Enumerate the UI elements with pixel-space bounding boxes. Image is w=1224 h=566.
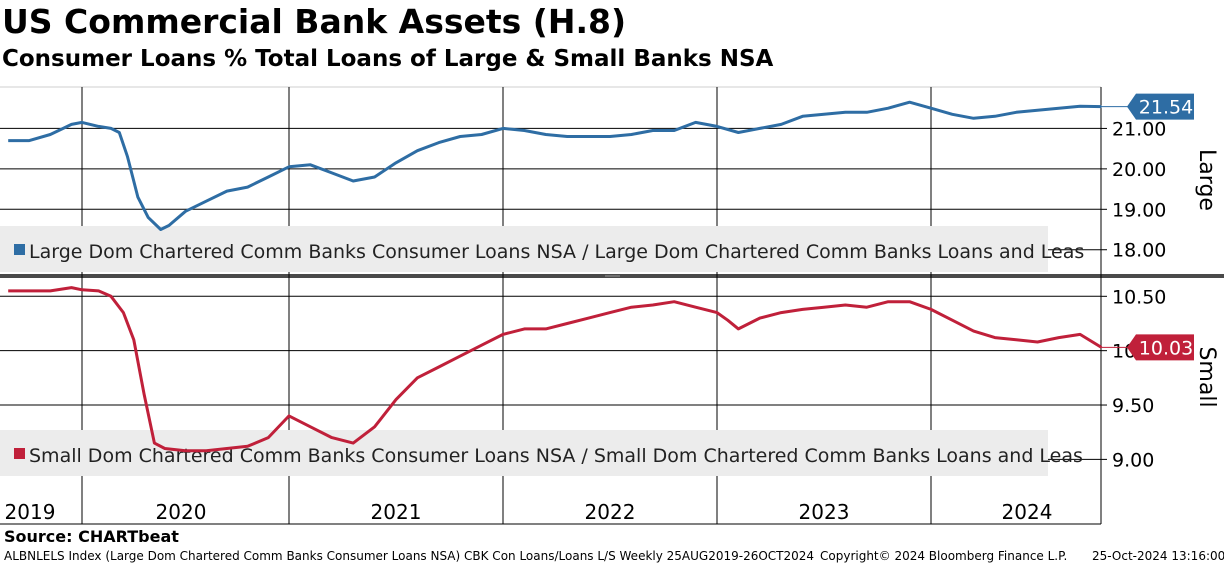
large-panel-label: Large — [1194, 149, 1219, 211]
copyright: Copyright© 2024 Bloomberg Finance L.P. — [820, 549, 1068, 563]
legend-layer: Large Dom Chartered Comm Banks Consumer … — [0, 226, 1084, 476]
legend-box — [0, 226, 1048, 272]
last-value-badge — [1127, 334, 1194, 361]
last-value-label: 21.54 — [1139, 97, 1193, 119]
page-subtitle: Consumer Loans % Total Loans of Large & … — [2, 46, 774, 72]
last-value-badge — [1127, 93, 1194, 120]
timestamp: 25-Oct-2024 13:16:00 — [1092, 549, 1224, 563]
large-series-line — [8, 100, 1102, 231]
year-tick-label: 2020 — [156, 500, 207, 524]
legend-swatch — [14, 244, 25, 255]
axis-layer: 2019 2020 2021 2022 2023 2024 18.00 19.00 20.00 2… — [5, 93, 1194, 524]
year-tick-label: 2022 — [585, 500, 636, 524]
y-tick-label: 19.00 — [1112, 199, 1166, 221]
y-tick-label: 18.00 — [1112, 240, 1166, 262]
small-series-line — [8, 286, 1103, 453]
y-tick-label: 9.00 — [1112, 449, 1154, 471]
last-value-label: 10.03 — [1139, 337, 1193, 359]
ticker-info: ALBNLELS Index (Large Dom Chartered Comm… — [4, 549, 815, 563]
y-tick-label: 10.50 — [1112, 286, 1166, 308]
source-label: Source: CHARTbeat — [4, 527, 179, 546]
legend-label: Small Dom Chartered Comm Banks Consumer … — [29, 445, 1083, 467]
page-title: US Commercial Bank Assets (H.8) — [2, 2, 627, 41]
series-layer — [8, 100, 1103, 453]
small-panel-label: Small — [1194, 346, 1219, 407]
legend-swatch — [14, 448, 25, 459]
y-tick-label: 20.00 — [1112, 159, 1166, 181]
y-tick-label: 9.50 — [1112, 395, 1154, 417]
legend-label: Large Dom Chartered Comm Banks Consumer … — [29, 241, 1084, 263]
year-tick-label: 2019 — [5, 500, 56, 524]
year-tick-label: 2024 — [1002, 500, 1053, 524]
y-tick-label: 21.00 — [1112, 118, 1166, 140]
year-tick-label: 2023 — [799, 500, 850, 524]
legend-box — [0, 430, 1048, 476]
year-tick-label: 2021 — [371, 500, 422, 524]
